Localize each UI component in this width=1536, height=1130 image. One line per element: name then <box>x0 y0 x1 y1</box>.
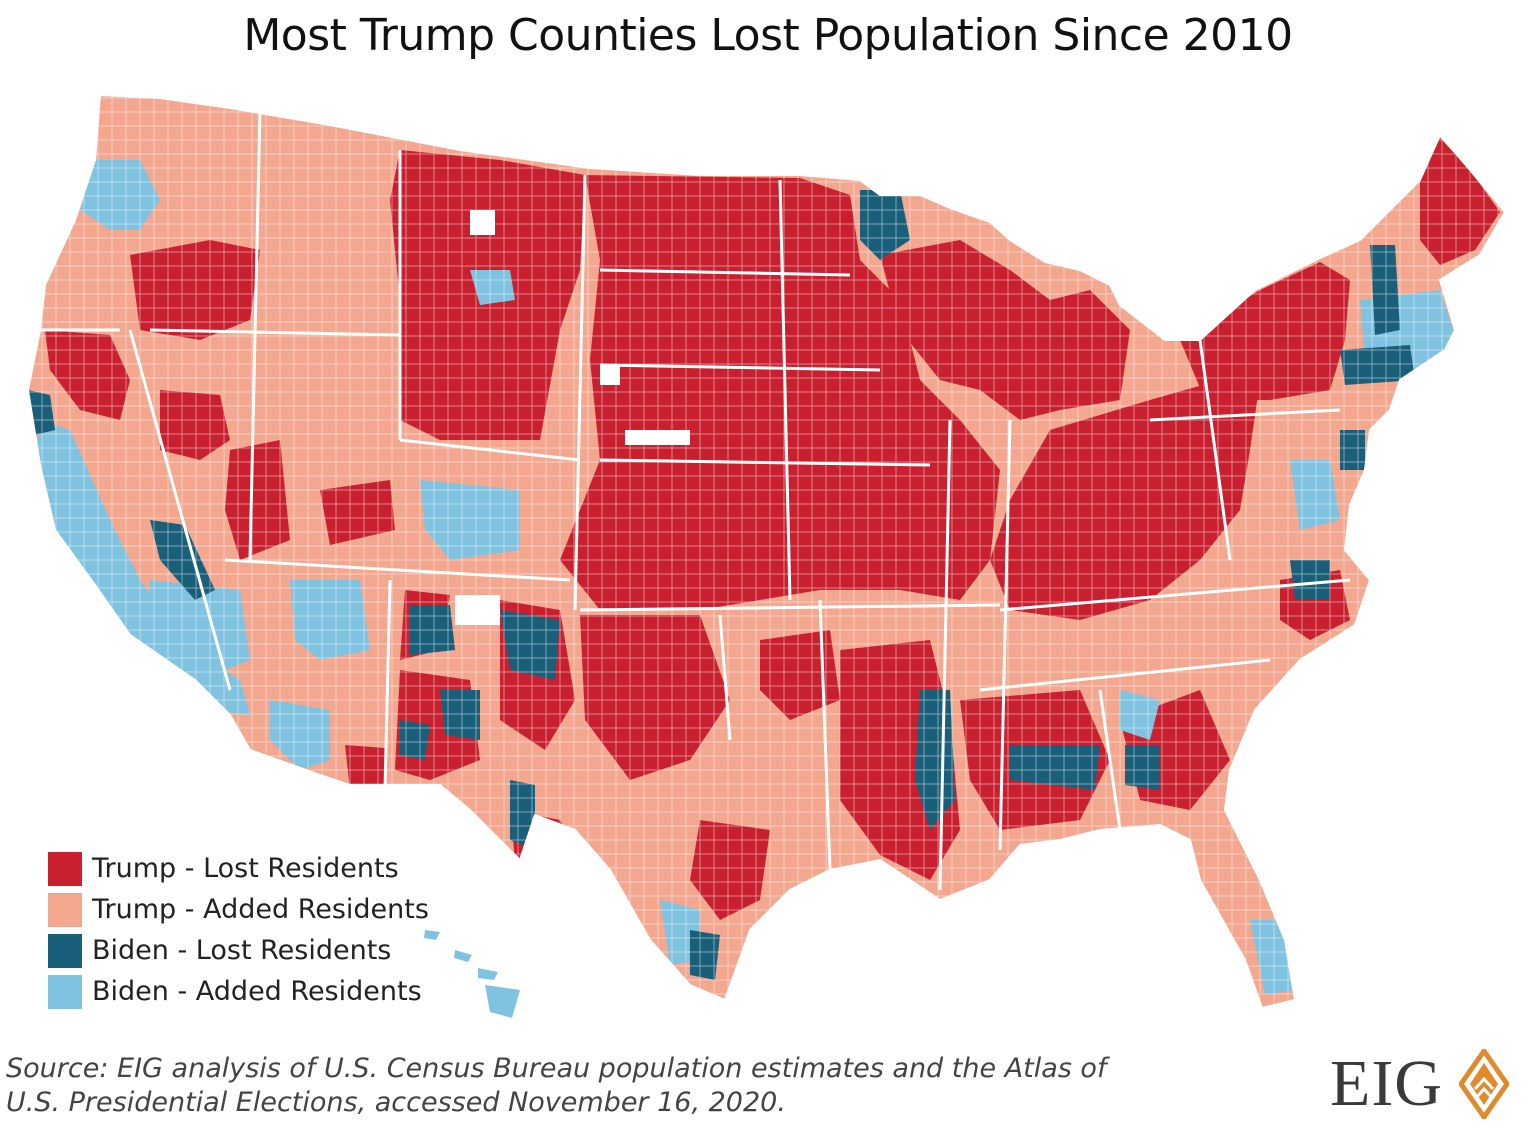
state-boundary-line <box>399 438 581 462</box>
state-boundary-line <box>999 578 1351 612</box>
state-boundary-line <box>998 419 1012 851</box>
us-county-map <box>27 94 1506 1018</box>
legend-item-biden-added: Biden - Added Residents <box>48 971 429 1012</box>
source-line-2: U.S. Presidential Elections, accessed No… <box>6 1087 786 1118</box>
state-boundary-line <box>248 109 262 561</box>
legend-swatch-trump-added <box>48 892 82 927</box>
map-title: Most Trump Counties Lost Population Sinc… <box>243 10 1293 61</box>
legend-item-trump-lost: Trump - Lost Residents <box>48 848 429 889</box>
state-boundary-line <box>383 579 392 791</box>
legend-label-trump-added: Trump - Added Residents <box>92 894 429 925</box>
state-boundary-line <box>1149 408 1341 422</box>
state-boundary-line <box>573 174 587 611</box>
state-boundary-line <box>718 614 732 741</box>
state-boundary-line <box>938 419 952 891</box>
state-boundary-line <box>599 458 931 467</box>
state-boundary-line <box>1098 689 1122 831</box>
state-boundary-line <box>818 599 832 871</box>
state-boundary-line <box>128 329 232 691</box>
eig-logo-text: EIG <box>1330 1047 1443 1120</box>
legend-label-trump-lost: Trump - Lost Residents <box>92 853 399 884</box>
hawaii-island <box>454 950 472 962</box>
legend-swatch-biden-added <box>48 974 82 1009</box>
state-boundary-line <box>979 658 1271 692</box>
state-boundary-line <box>1198 339 1232 561</box>
hawaii-island <box>424 930 440 940</box>
state-boundary-line <box>599 363 881 372</box>
state-boundary-line <box>149 328 401 337</box>
legend-item-biden-lost: Biden - Lost Residents <box>48 930 429 971</box>
eig-logo: EIG <box>1330 1046 1509 1122</box>
legend-swatch-trump-lost <box>48 851 82 886</box>
state-boundary-line <box>599 268 851 277</box>
legend-label-biden-lost: Biden - Lost Residents <box>92 935 392 966</box>
state-boundary-line <box>224 558 571 582</box>
legend-swatch-biden-lost <box>48 933 82 968</box>
source-line-1: Source: EIG analysis of U.S. Census Bure… <box>6 1053 1107 1084</box>
state-boundary-line <box>579 603 1001 612</box>
legend-item-trump-added: Trump - Added Residents <box>48 889 429 930</box>
hawaii-island <box>478 968 498 980</box>
hawaii-island <box>485 985 520 1018</box>
map-legend: Trump - Lost Residents Trump - Added Res… <box>48 848 429 1012</box>
source-note: Source: EIG analysis of U.S. Census Bure… <box>6 1052 1106 1120</box>
diamond-logo-icon <box>1458 1049 1509 1119</box>
legend-label-biden-added: Biden - Added Residents <box>92 976 422 1007</box>
state-boundary-line <box>778 179 792 601</box>
